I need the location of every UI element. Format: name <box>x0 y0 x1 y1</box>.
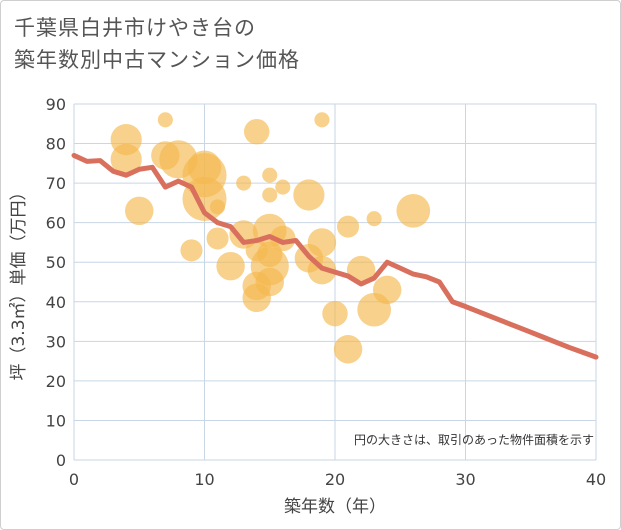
x-tick-label: 0 <box>69 470 79 489</box>
y-axis-title: 坪（3.3㎡）単価（万円） <box>9 183 29 380</box>
bubble-point <box>270 225 296 252</box>
x-tick-label: 10 <box>194 470 214 489</box>
bubble-point <box>333 335 363 364</box>
y-tick-label: 60 <box>46 214 66 233</box>
series-line <box>71 152 599 360</box>
bubble-point <box>243 118 270 145</box>
x-tick-label: 20 <box>325 470 345 489</box>
bubble-point <box>110 143 142 175</box>
y-tick-label: 40 <box>46 293 66 312</box>
x-tick-label: 40 <box>586 470 606 489</box>
y-tick-label: 0 <box>56 451 66 470</box>
bubble-point <box>206 227 229 250</box>
chart-title: 千葉県白井市けやき台の 築年数別中古マンション価格 <box>14 12 300 76</box>
axis-ticks: 0 10 20 30 40 50 60 70 80 90 0 10 20 30 40 <box>46 95 607 489</box>
bubble-point <box>396 193 431 228</box>
y-tick-label: 90 <box>46 95 66 114</box>
y-tick-label: 70 <box>46 174 66 193</box>
bubble-point <box>314 112 330 128</box>
bubble-point <box>157 112 173 128</box>
bubble-point <box>125 196 154 226</box>
bubble-point <box>337 215 360 238</box>
bubble-point <box>275 179 291 195</box>
y-tick-label: 10 <box>46 411 66 430</box>
bubble-point <box>180 239 203 262</box>
y-tick-label: 20 <box>46 372 66 391</box>
bubble-point <box>236 175 252 191</box>
y-tick-label: 80 <box>46 135 66 154</box>
bubble-point <box>372 275 402 305</box>
size-note: 円の大きさは、取引のあった物件面積を示す <box>354 432 594 447</box>
bubble-point <box>210 199 226 215</box>
bubble-point <box>366 211 382 227</box>
bubble-point <box>307 228 337 257</box>
bubble-point <box>255 267 284 297</box>
trend-lines <box>71 152 599 360</box>
x-tick-label: 30 <box>455 470 475 489</box>
x-axis-title: 築年数（年） <box>284 497 386 517</box>
bubble-point <box>322 300 348 327</box>
bubble-point <box>262 187 278 203</box>
y-tick-label: 50 <box>46 253 66 272</box>
bubble-point <box>293 179 325 211</box>
bubble-point <box>216 251 245 281</box>
bubble-point <box>262 167 278 183</box>
chart-title-line1: 千葉県白井市けやき台の <box>14 16 256 40</box>
y-tick-label: 30 <box>46 332 66 351</box>
chart-title-line2: 築年数別中古マンション価格 <box>14 48 300 72</box>
